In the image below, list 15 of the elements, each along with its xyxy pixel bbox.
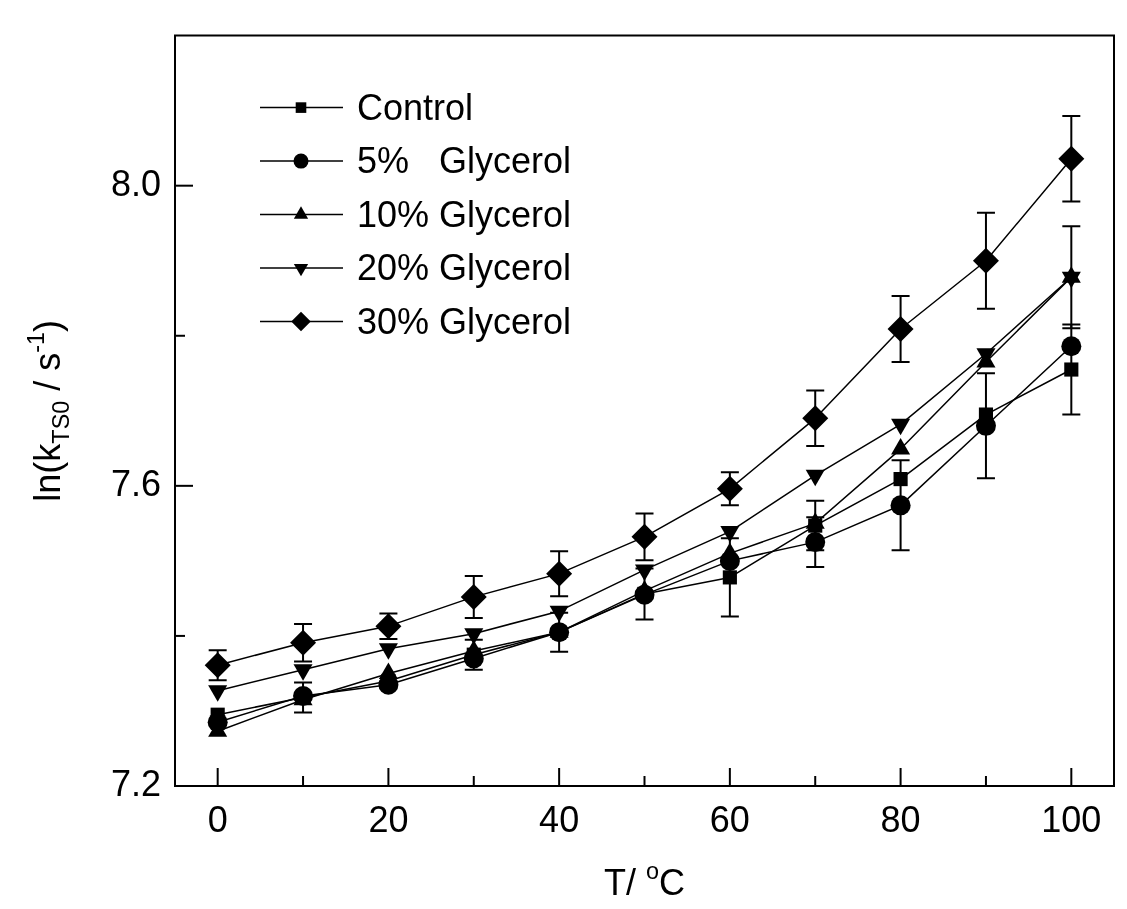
y-tick-label: 7.6 (110, 462, 161, 504)
legend-label: 20% Glycerol (357, 247, 572, 289)
legend-label: Control (357, 86, 474, 128)
legend-label: 10% Glycerol (357, 193, 572, 235)
x-tick-label: 60 (709, 798, 750, 840)
y-tick-label: 7.2 (110, 762, 161, 804)
legend-label: 30% Glycerol (357, 300, 572, 342)
x-tick-label: 100 (1041, 798, 1102, 840)
x-tick-label: 40 (539, 798, 580, 840)
y-axis-title: ln(kTS0 / s-1) (22, 319, 74, 502)
legend-label: 5% Glycerol (357, 140, 572, 182)
x-tick-label: 0 (207, 798, 228, 840)
y-tick-label: 8.0 (110, 162, 161, 204)
x-tick-label: 80 (880, 798, 921, 840)
x-tick-label: 20 (368, 798, 409, 840)
